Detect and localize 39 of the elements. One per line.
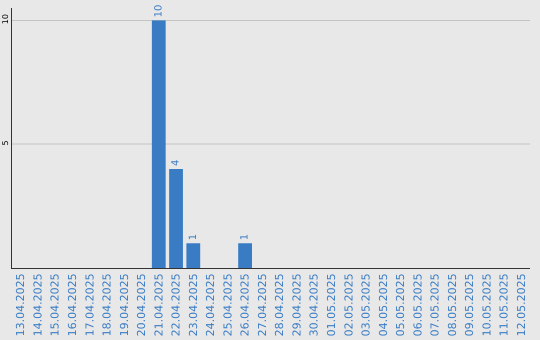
x-tick-label: 21.04.2025: [152, 273, 166, 336]
data-label: 4: [170, 160, 182, 166]
x-tick-label: 15.04.2025: [48, 273, 62, 336]
x-tick-label: 06.05.2025: [411, 273, 424, 336]
x-tick-label: 09.05.2025: [463, 273, 476, 336]
x-tick-label: 25.04.2025: [221, 273, 234, 336]
x-tick-label: 02.05.2025: [342, 273, 356, 336]
x-tick-label: 11.05.2025: [498, 273, 511, 336]
x-tick-label: 27.04.2025: [256, 273, 269, 336]
x-tick-label: 10.05.2025: [480, 273, 494, 336]
x-tick-label: 04.05.2025: [376, 273, 390, 336]
x-tick-label: 12.05.2025: [514, 273, 528, 336]
x-tick-label: 08.05.2025: [446, 273, 459, 336]
x-tick-label: 16.04.2025: [66, 273, 80, 336]
x-tick-label: 29.04.2025: [290, 273, 304, 336]
x-tick-label: 26.04.2025: [238, 273, 252, 336]
x-tick-label: 01.05.2025: [325, 273, 338, 336]
x-tick-label: 13.04.2025: [14, 273, 28, 336]
x-tick-label: 19.04.2025: [118, 273, 131, 336]
x-tick-label: 14.04.2025: [31, 273, 44, 336]
y-tick-label: 5: [0, 140, 10, 146]
x-tick-label: 23.04.2025: [186, 273, 200, 336]
data-label: 1: [240, 234, 251, 240]
x-tick-label: 24.04.2025: [204, 273, 218, 336]
x-tick-label: 28.04.2025: [273, 273, 286, 336]
data-label: 1: [188, 234, 199, 240]
x-tick-label: 05.05.2025: [394, 273, 408, 336]
data-label: 10: [153, 4, 164, 18]
x-tick-label: 22.04.2025: [170, 273, 183, 336]
bar: [152, 20, 166, 268]
x-tick-label: 17.04.2025: [83, 273, 96, 336]
bar: [238, 243, 252, 268]
x-tick-label: 30.04.2025: [308, 273, 321, 336]
x-tick-label: 03.05.2025: [360, 273, 373, 336]
bar: [169, 168, 183, 268]
x-tick-label: 07.05.2025: [428, 273, 442, 336]
x-tick-label: 20.04.2025: [135, 273, 148, 336]
x-tick-label: 18.04.2025: [100, 273, 114, 336]
bar: [186, 243, 200, 268]
